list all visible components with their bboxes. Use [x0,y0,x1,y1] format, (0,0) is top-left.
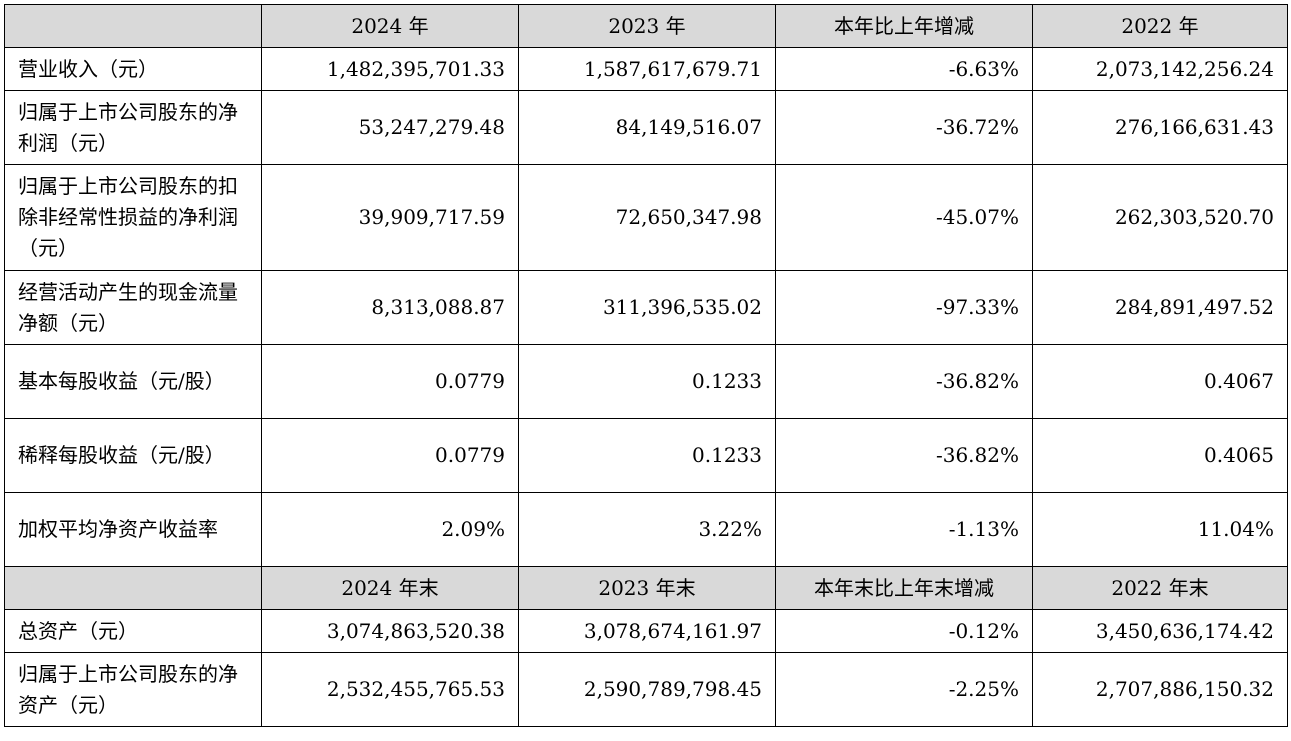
cell-2024-end: 3,074,863,520.38 [261,609,519,653]
cell-2022: 2,073,142,256.24 [1032,47,1288,91]
cell-2023: 3.22% [518,492,776,567]
cell-2023: 1,587,617,679.71 [518,47,776,91]
header-cell-2023-end: 2023 年末 [518,566,776,610]
cell-2023: 311,396,535.02 [518,270,776,345]
cell-2023-end: 2,590,789,798.45 [518,652,776,727]
header-row-yearend: 2024 年末 2023 年末 本年末比上年末增减 2022 年末 [4,566,1288,610]
cell-2024: 8,313,088.87 [261,270,519,345]
header-cell-2024: 2024 年 [261,4,519,48]
cell-2024: 2.09% [261,492,519,567]
cell-change: -1.13% [775,492,1033,567]
header-cell-2024-end: 2024 年末 [261,566,519,610]
cell-2023: 0.1233 [518,344,776,419]
table-row: 总资产（元） 3,074,863,520.38 3,078,674,161.97… [4,609,1288,653]
row-label: 归属于上市公司股东的净利润（元） [4,90,262,165]
header-cell-blank [4,566,262,610]
cell-2023-end: 3,078,674,161.97 [518,609,776,653]
row-label: 归属于上市公司股东的扣除非经常性损益的净利润（元） [4,164,262,271]
cell-2023: 72,650,347.98 [518,164,776,271]
header-row-annual: 2024 年 2023 年 本年比上年增减 2022 年 [4,4,1288,48]
row-label: 总资产（元） [4,609,262,653]
header-cell-2023: 2023 年 [518,4,776,48]
cell-2023: 84,149,516.07 [518,90,776,165]
header-cell-2022-end: 2022 年末 [1032,566,1288,610]
header-cell-change: 本年比上年增减 [775,4,1033,48]
table-row: 基本每股收益（元/股） 0.0779 0.1233 -36.82% 0.4067 [4,344,1288,419]
header-cell-blank [4,4,262,48]
cell-change: -36.72% [775,90,1033,165]
cell-change: -45.07% [775,164,1033,271]
row-label: 加权平均净资产收益率 [4,492,262,567]
row-label: 经营活动产生的现金流量净额（元） [4,270,262,345]
table-row: 加权平均净资产收益率 2.09% 3.22% -1.13% 11.04% [4,492,1288,567]
table-row: 营业收入（元） 1,482,395,701.33 1,587,617,679.7… [4,47,1288,91]
table-row: 归属于上市公司股东的净资产（元） 2,532,455,765.53 2,590,… [4,652,1288,727]
cell-change-end: -2.25% [775,652,1033,727]
cell-change: -36.82% [775,344,1033,419]
row-label: 稀释每股收益（元/股） [4,418,262,493]
cell-2024: 39,909,717.59 [261,164,519,271]
cell-2024: 0.0779 [261,418,519,493]
table-row: 经营活动产生的现金流量净额（元） 8,313,088.87 311,396,53… [4,270,1288,345]
header-cell-2022: 2022 年 [1032,4,1288,48]
cell-change-end: -0.12% [775,609,1033,653]
cell-change: -97.33% [775,270,1033,345]
cell-2022: 284,891,497.52 [1032,270,1288,345]
table-row: 稀释每股收益（元/股） 0.0779 0.1233 -36.82% 0.4065 [4,418,1288,493]
table-row: 归属于上市公司股东的扣除非经常性损益的净利润（元） 39,909,717.59 … [4,164,1288,271]
row-label: 基本每股收益（元/股） [4,344,262,419]
cell-2022: 0.4065 [1032,418,1288,493]
row-label: 归属于上市公司股东的净资产（元） [4,652,262,727]
cell-2022: 0.4067 [1032,344,1288,419]
cell-2022: 262,303,520.70 [1032,164,1288,271]
row-label: 营业收入（元） [4,47,262,91]
cell-2022: 11.04% [1032,492,1288,567]
cell-change: -6.63% [775,47,1033,91]
cell-change: -36.82% [775,418,1033,493]
cell-2022-end: 3,450,636,174.42 [1032,609,1288,653]
cell-2022-end: 2,707,886,150.32 [1032,652,1288,727]
header-cell-change-end: 本年末比上年末增减 [775,566,1033,610]
cell-2022: 276,166,631.43 [1032,90,1288,165]
cell-2024: 1,482,395,701.33 [261,47,519,91]
financial-indicators-table: 2024 年 2023 年 本年比上年增减 2022 年 营业收入（元） 1,4… [4,4,1288,727]
cell-2024-end: 2,532,455,765.53 [261,652,519,727]
cell-2023: 0.1233 [518,418,776,493]
table-row: 归属于上市公司股东的净利润（元） 53,247,279.48 84,149,51… [4,90,1288,165]
cell-2024: 0.0779 [261,344,519,419]
cell-2024: 53,247,279.48 [261,90,519,165]
